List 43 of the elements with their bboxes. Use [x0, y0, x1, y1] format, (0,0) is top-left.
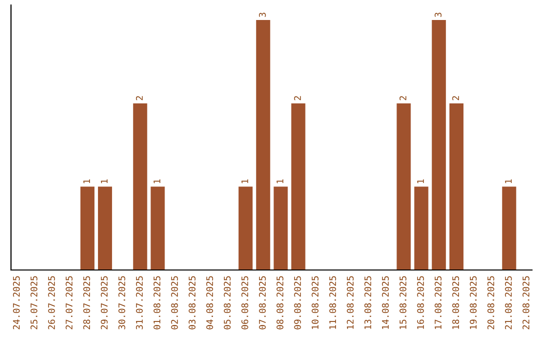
- x-tick-label: 16.08.2025: [417, 276, 424, 329]
- x-tick-label: 07.08.2025: [258, 276, 266, 330]
- x-tick-label: 20.08.2025: [487, 276, 494, 330]
- data-label: 1: [242, 179, 248, 184]
- x-tick-label: 01.08.2025: [154, 276, 160, 330]
- data-label: 1: [417, 179, 424, 184]
- x-tick-label: 19.08.2025: [470, 276, 477, 329]
- x-tick-label: 08.08.2025: [276, 276, 284, 330]
- data-label: 3: [434, 12, 442, 17]
- x-tick-label: 21.08.2025: [504, 276, 512, 330]
- x-tick-label: 05.08.2025: [224, 276, 231, 330]
- data-label: 1: [505, 179, 512, 184]
- x-tick-label: 25.07.2025: [30, 276, 38, 330]
- x-tick-label: 14.08.2025: [382, 276, 389, 329]
- data-label: 1: [83, 179, 90, 184]
- x-tick-label: 11.08.2025: [329, 276, 336, 329]
- data-label: 3: [258, 12, 266, 17]
- x-tick-label: 22.08.2025: [522, 276, 530, 330]
- x-tick-label: 17.08.2025: [434, 276, 442, 329]
- x-tick-label: 03.08.2025: [188, 276, 196, 330]
- data-label: 2: [294, 96, 301, 100]
- x-tick-label: 04.08.2025: [206, 276, 214, 330]
- x-tick-label: 09.08.2025: [294, 276, 301, 330]
- x-tick-label: 18.08.2025: [452, 276, 460, 329]
- x-tick-label: 24.07.2025: [12, 276, 20, 330]
- x-tick-label: 31.07.2025: [136, 276, 143, 330]
- x-tick-label: 27.07.2025: [66, 276, 73, 330]
- x-tick-label: 10.08.2025: [312, 276, 319, 329]
- data-label: 1: [276, 179, 284, 184]
- x-tick-label: 26.07.2025: [48, 276, 55, 330]
- x-tick-label: 15.08.2025: [400, 276, 406, 329]
- x-tick-label: 02.08.2025: [171, 276, 178, 330]
- x-tick-label: 28.07.2025: [83, 276, 90, 330]
- data-label: 2: [136, 96, 143, 100]
- x-tick-label: 30.07.2025: [118, 276, 126, 330]
- x-tick-label: 29.07.2025: [100, 276, 108, 330]
- data-label: 2: [452, 96, 459, 100]
- x-tick-label: 13.08.2025: [364, 276, 372, 329]
- x-tick-label: 12.08.2025: [346, 276, 354, 329]
- data-label: 1: [100, 179, 108, 184]
- x-tick-label: 06.08.2025: [241, 276, 248, 330]
- data-label: 1: [154, 179, 160, 184]
- data-label: 2: [400, 96, 406, 100]
